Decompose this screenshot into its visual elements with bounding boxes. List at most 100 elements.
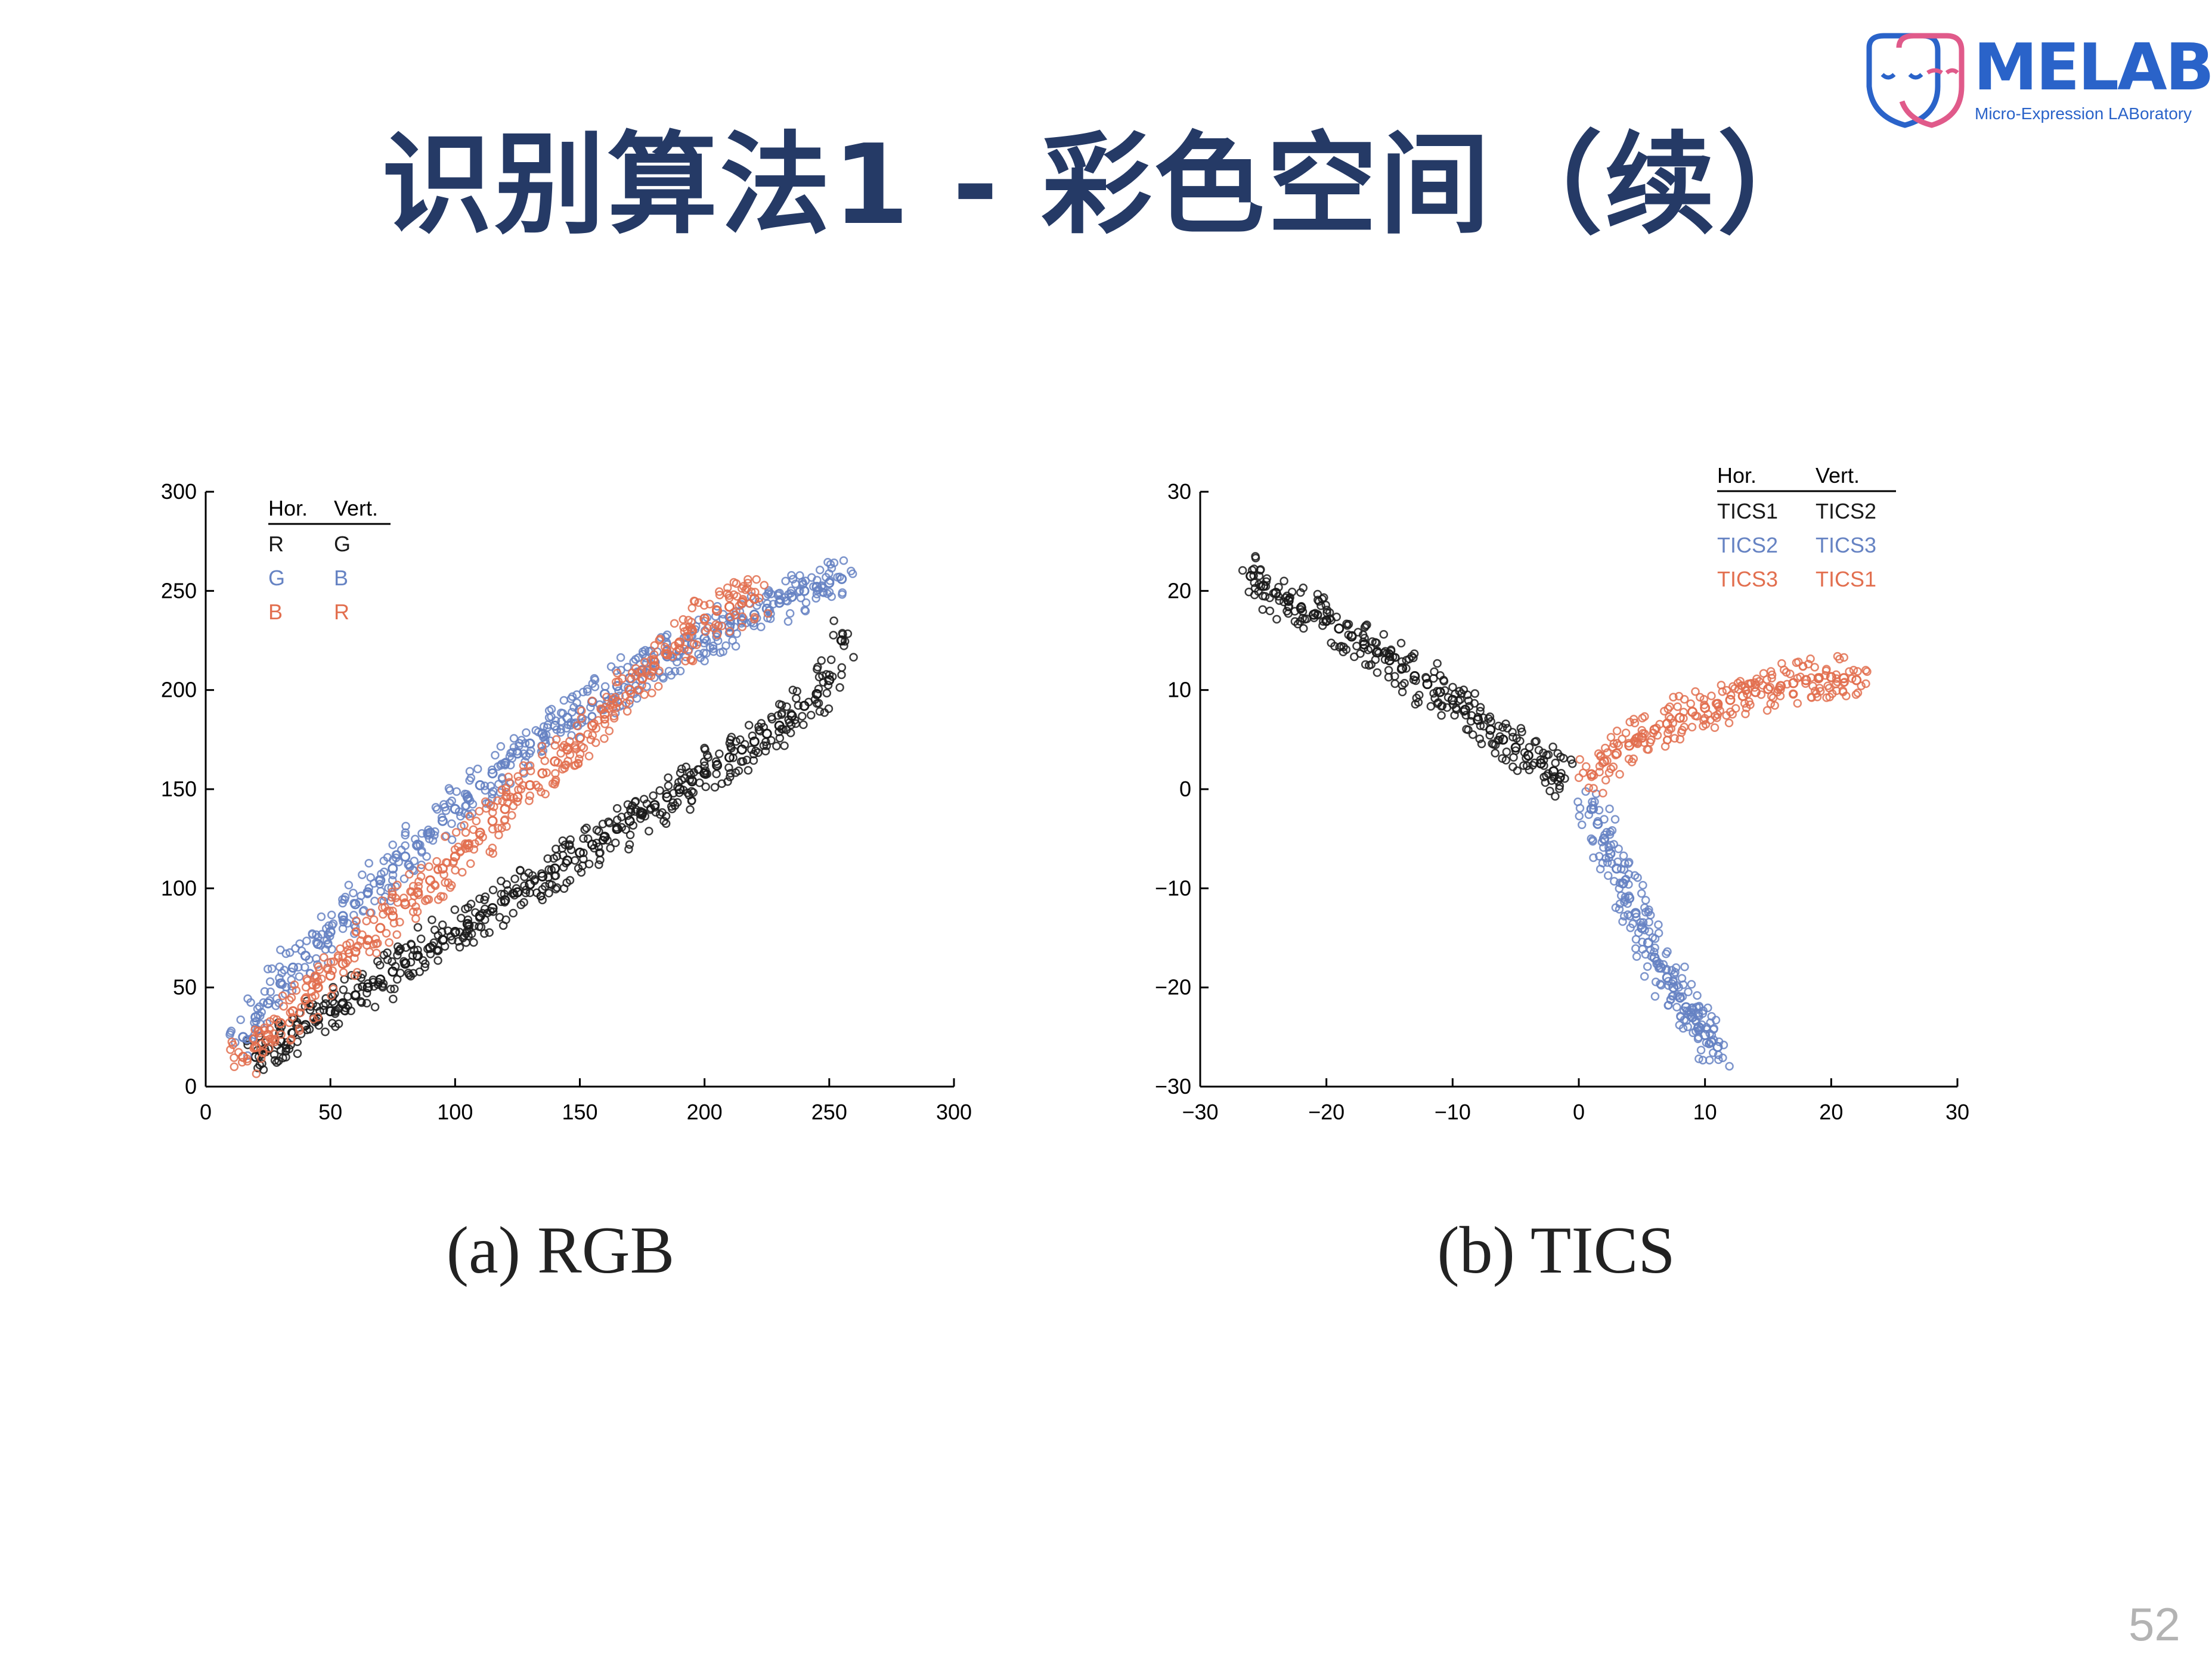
data-point-cloud — [372, 948, 381, 958]
data-point-cloud — [568, 692, 577, 701]
data-point-cloud — [501, 915, 510, 924]
y-tick-label: 100 — [161, 876, 197, 900]
data-point-cloud — [1684, 987, 1693, 997]
data-point-cloud — [781, 596, 791, 605]
data-point-cloud — [1372, 638, 1381, 648]
data-point-cloud — [1679, 713, 1688, 723]
data-point-cloud — [413, 951, 422, 961]
data-point-cloud — [1663, 947, 1672, 956]
data-point-cloud — [447, 880, 456, 890]
data-point-cloud — [1296, 588, 1305, 597]
data-point-cloud — [401, 958, 411, 967]
data-point-cloud — [748, 731, 757, 740]
data-point-cloud — [779, 725, 788, 734]
data-point-cloud — [1525, 743, 1534, 752]
data-point-cloud — [734, 766, 743, 775]
data-point-cloud — [1621, 728, 1631, 737]
data-point-cloud — [782, 725, 791, 734]
x-tick-label: 50 — [318, 1100, 342, 1124]
data-point-cloud — [636, 814, 645, 823]
data-point-cloud — [1627, 758, 1637, 767]
data-point — [363, 982, 373, 993]
data-point-cloud — [1624, 891, 1634, 901]
data-point-cloud — [1362, 620, 1371, 629]
data-point-cloud — [525, 796, 534, 805]
data-point-cloud — [541, 730, 551, 739]
data-point-cloud — [738, 622, 747, 631]
data-point-cloud — [1853, 667, 1862, 676]
data-point-cloud — [1845, 667, 1854, 676]
data-point-cloud — [1502, 747, 1511, 756]
data-point-cloud — [755, 594, 764, 603]
data-point-cloud — [428, 836, 438, 845]
data-point-cloud — [815, 565, 825, 575]
data-point-cloud — [1665, 712, 1674, 721]
data-point-cloud — [1687, 980, 1696, 989]
data-point-cloud — [1397, 657, 1406, 666]
data-point-cloud — [481, 892, 490, 901]
data-point-cloud — [1767, 674, 1776, 682]
data-point-cloud — [537, 741, 547, 751]
data-point-cloud — [1718, 1053, 1727, 1062]
data-point-cloud — [599, 832, 609, 842]
data-point-cloud — [332, 1006, 340, 1015]
data-point-cloud — [1783, 680, 1792, 689]
data-point-cloud — [458, 868, 467, 877]
data-point-cloud — [1615, 905, 1624, 914]
data-point-cloud — [1624, 739, 1633, 748]
data-point-cloud — [1547, 776, 1556, 785]
data-point-cloud — [1620, 859, 1629, 868]
data-point-cloud — [776, 595, 785, 605]
data-point-cloud — [815, 707, 825, 716]
data-point-cloud — [399, 874, 409, 883]
data-point-cloud — [516, 900, 526, 910]
data-point-cloud — [568, 708, 577, 717]
data-point-cloud — [1274, 582, 1283, 592]
data-point-cloud — [530, 876, 539, 886]
data-point-cloud — [290, 980, 299, 989]
data-point-cloud — [445, 799, 454, 808]
data-point-cloud — [1724, 718, 1734, 728]
data-point-cloud — [1575, 811, 1584, 821]
data-point-cloud — [591, 724, 601, 733]
data-point-cloud — [404, 860, 413, 870]
data-point-cloud — [1374, 649, 1383, 657]
data-point-cloud — [1464, 725, 1473, 734]
data-point-cloud — [582, 823, 591, 833]
data-point-cloud — [1806, 654, 1815, 663]
data-point-cloud — [236, 1015, 245, 1025]
data-point-cloud — [253, 1063, 262, 1072]
data-point-cloud — [510, 891, 519, 900]
data-point-cloud — [712, 630, 721, 640]
data-point-cloud — [1342, 645, 1351, 654]
data-point-cloud — [286, 1008, 295, 1017]
data-point-cloud — [743, 575, 752, 584]
data-point-cloud — [1641, 895, 1650, 905]
data-point-cloud — [1637, 889, 1646, 898]
data-point-cloud — [510, 874, 519, 883]
data-point-cloud — [701, 745, 710, 754]
data-point — [1725, 694, 1736, 705]
data-point-cloud — [369, 879, 379, 888]
data-point-cloud — [543, 854, 552, 863]
data-point-cloud — [551, 871, 560, 880]
data-point-cloud — [1707, 1012, 1716, 1021]
data-point-cloud — [583, 687, 592, 696]
data-point-cloud — [579, 834, 588, 843]
data-point-cloud — [1595, 852, 1604, 861]
data-point-cloud — [1614, 741, 1624, 750]
data-point-cloud — [1275, 596, 1284, 605]
data-point-cloud — [560, 740, 569, 750]
data-point-cloud — [1593, 817, 1603, 826]
data-point-cloud — [430, 831, 439, 840]
data-point-cloud — [1682, 1016, 1691, 1025]
data-point-cloud — [380, 867, 389, 877]
data-point-cloud — [414, 877, 423, 886]
data-point-cloud — [515, 777, 523, 786]
data-point-cloud — [637, 681, 646, 690]
data-point-cloud — [752, 575, 761, 584]
legend-entry-hor: G — [268, 566, 285, 590]
data-point-cloud — [343, 945, 352, 955]
x-tick-label: 100 — [437, 1100, 473, 1124]
data-point-cloud — [454, 807, 464, 816]
